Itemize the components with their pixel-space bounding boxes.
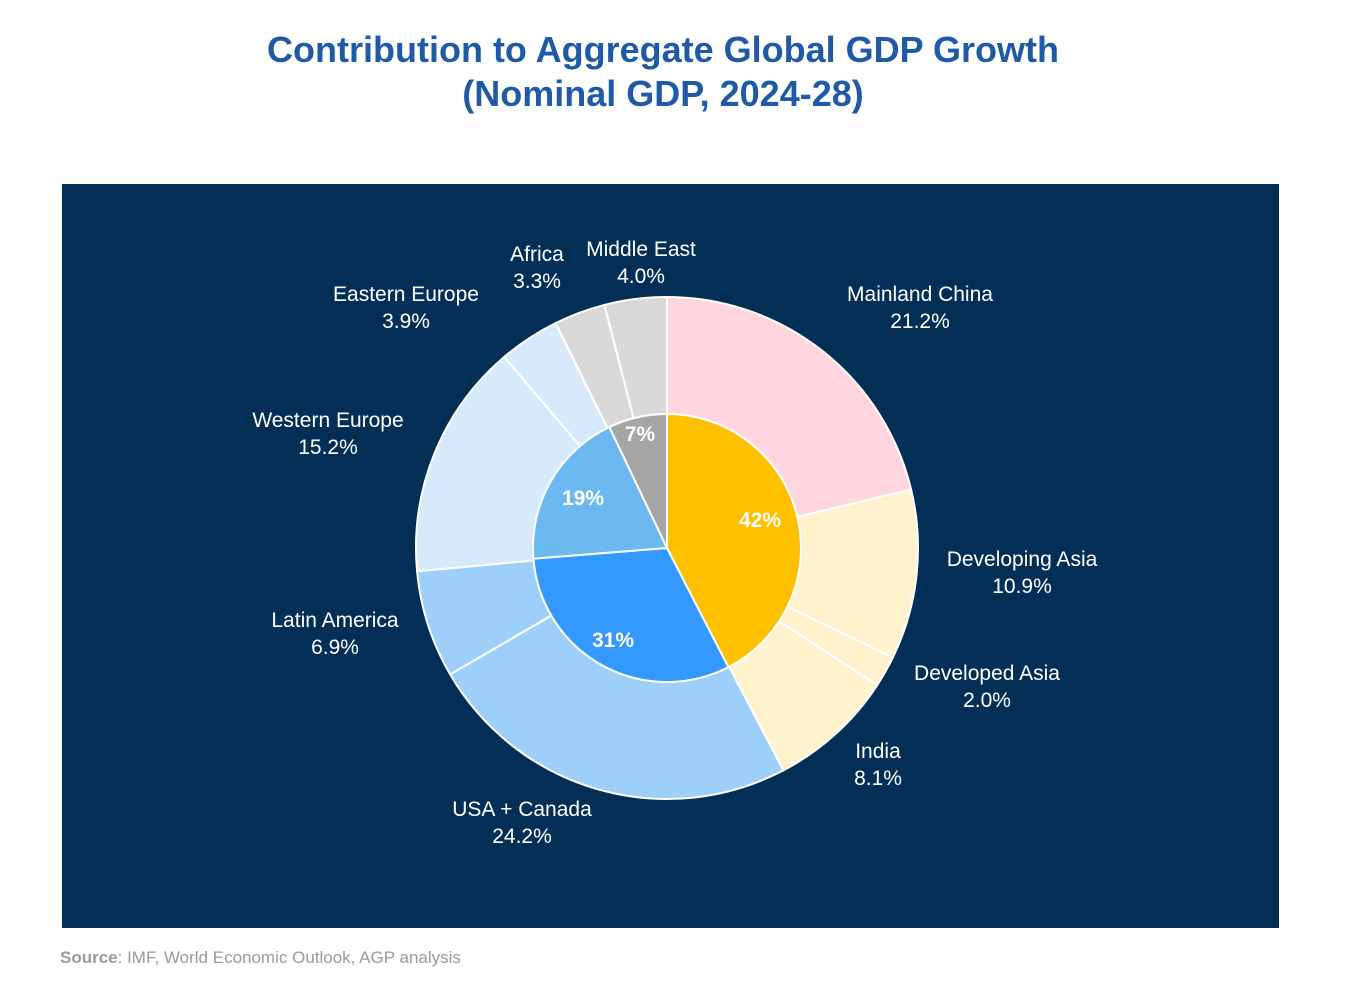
inner-slice-africa-middle-east [608, 412, 668, 549]
outer-label-india: India 8.1% [854, 740, 902, 790]
outer-label-value: 24.2% [492, 825, 552, 848]
outer-label-name: Latin America [271, 609, 399, 632]
outer-label-eastern-europe: Eastern Europe 3.9% [333, 283, 479, 333]
source-label: Source [60, 948, 118, 967]
inner-slice-europe [532, 425, 669, 560]
outer-label-value: 3.3% [513, 270, 561, 293]
outer-ring [415, 295, 919, 800]
outer-labels: Mainland China 21.2%Developing Asia 10.9%D… [252, 238, 1097, 848]
inner-slice-americas [532, 546, 730, 683]
outer-label-developed-asia: Developed Asia 2.0% [914, 662, 1060, 712]
donut-chart: Mainland China 21.2%Developing Asia 10.9%D… [252, 238, 1097, 848]
outer-label-africa: Africa 3.3% [510, 243, 564, 293]
outer-label-name: Western Europe [252, 409, 403, 432]
outer-label-middle-east: Middle East 4.0% [586, 238, 696, 288]
inner-label-europe: 19% [562, 487, 604, 510]
outer-label-value: 6.9% [311, 636, 359, 659]
chart-title-line2: (Nominal GDP, 2024-28) [462, 73, 864, 114]
chart-panel: Mainland China 21.2% Developing Asia 10.9% D… [62, 184, 1279, 928]
outer-label-name: Developing Asia [947, 548, 1098, 571]
inner-slice-asia [666, 412, 802, 669]
inner-labels: 42% 31% 19% 7% [562, 423, 781, 652]
outer-label-name: Africa [510, 243, 564, 266]
outer-label-value: 2.0% [963, 689, 1011, 712]
outer-label-value: 4.0% [617, 265, 665, 288]
outer-label-name: Developed Asia [914, 662, 1060, 685]
inner-label-africa-middle-east: 7% [625, 423, 656, 446]
outer-label-value: 8.1% [854, 767, 902, 790]
outer-label-western-europe: Western Europe 15.2% [252, 409, 403, 459]
outer-label-latin-america: Latin America 6.9% [271, 609, 399, 659]
outer-label-value: 21.2% [890, 310, 950, 333]
outer-label-name: India [855, 740, 901, 763]
chart-title-line1: Contribution to Aggregate Global GDP Gro… [267, 29, 1059, 70]
outer-label-name: Middle East [586, 238, 696, 261]
outer-label-mainland-china: Mainland China 21.2% [847, 283, 993, 333]
inner-ring [532, 412, 802, 683]
outer-label-value: 15.2% [298, 436, 358, 459]
outer-label-value: 3.9% [382, 310, 430, 333]
source-text: : IMF, World Economic Outlook, AGP analy… [117, 948, 461, 967]
outer-label-developing-asia: Developing Asia 10.9% [947, 548, 1098, 598]
chart-title: Contribution to Aggregate Global GDP Gro… [0, 28, 1326, 116]
outer-label-name: USA + Canada [452, 798, 592, 821]
source-note: Source: IMF, World Economic Outlook, AGP… [60, 948, 461, 968]
outer-label-name: Mainland China [847, 283, 993, 306]
outer-label-value: 10.9% [992, 575, 1052, 598]
inner-label-asia: 42% [739, 509, 781, 532]
outer-label-usa-canada: USA + Canada 24.2% [452, 798, 592, 848]
inner-label-americas: 31% [592, 629, 634, 652]
outer-label-name: Eastern Europe [333, 283, 479, 306]
